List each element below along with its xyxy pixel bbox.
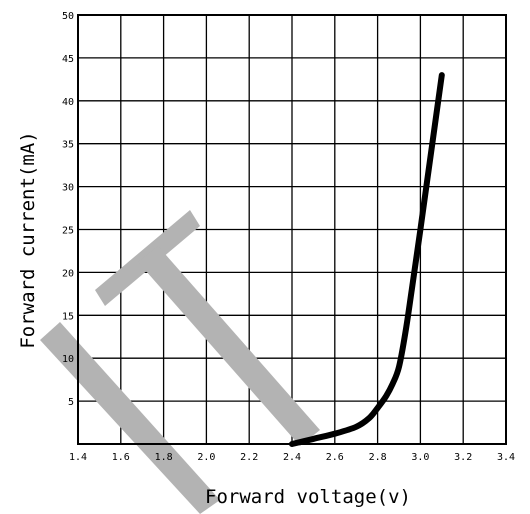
- y-tick-label: 5: [68, 397, 74, 408]
- y-tick-labels: 5 10 15 20 25 30 35 40 45 50: [62, 11, 74, 408]
- series-line: [289, 72, 445, 447]
- x-tick-label: 2.2: [240, 452, 258, 463]
- x-tick-label: 3.0: [411, 452, 429, 463]
- x-tick-label: 2.4: [283, 452, 301, 463]
- y-tick-label: 10: [62, 354, 74, 365]
- y-tick-label: 50: [62, 11, 74, 22]
- y-tick-label: 20: [62, 268, 74, 279]
- y-axis-title: Forward current(mA): [17, 131, 39, 348]
- y-tick-label: 15: [62, 311, 74, 322]
- x-tick-labels: 1.4 1.6 1.8 2.0 2.2 2.4 2.6 2.8 3.0 3.2 3.4: [69, 452, 515, 463]
- x-tick-label: 1.4: [69, 452, 87, 463]
- y-tick-label: 40: [62, 97, 74, 108]
- x-tick-label: 2.8: [369, 452, 387, 463]
- watermark-logo: [40, 210, 320, 514]
- y-tick-label: 45: [62, 54, 74, 65]
- y-tick-label: 25: [62, 226, 74, 237]
- x-tick-label: 1.8: [155, 452, 173, 463]
- series-layer: [289, 72, 445, 447]
- x-tick-label: 2.6: [326, 452, 344, 463]
- y-tick-label: 35: [62, 140, 74, 151]
- x-axis-title: Forward voltage(v): [205, 486, 411, 508]
- x-tick-label: 3.2: [454, 452, 472, 463]
- y-tick-label: 30: [62, 183, 74, 194]
- x-tick-label: 3.4: [497, 452, 515, 463]
- x-tick-label: 1.6: [112, 452, 130, 463]
- x-tick-label: 2.0: [197, 452, 215, 463]
